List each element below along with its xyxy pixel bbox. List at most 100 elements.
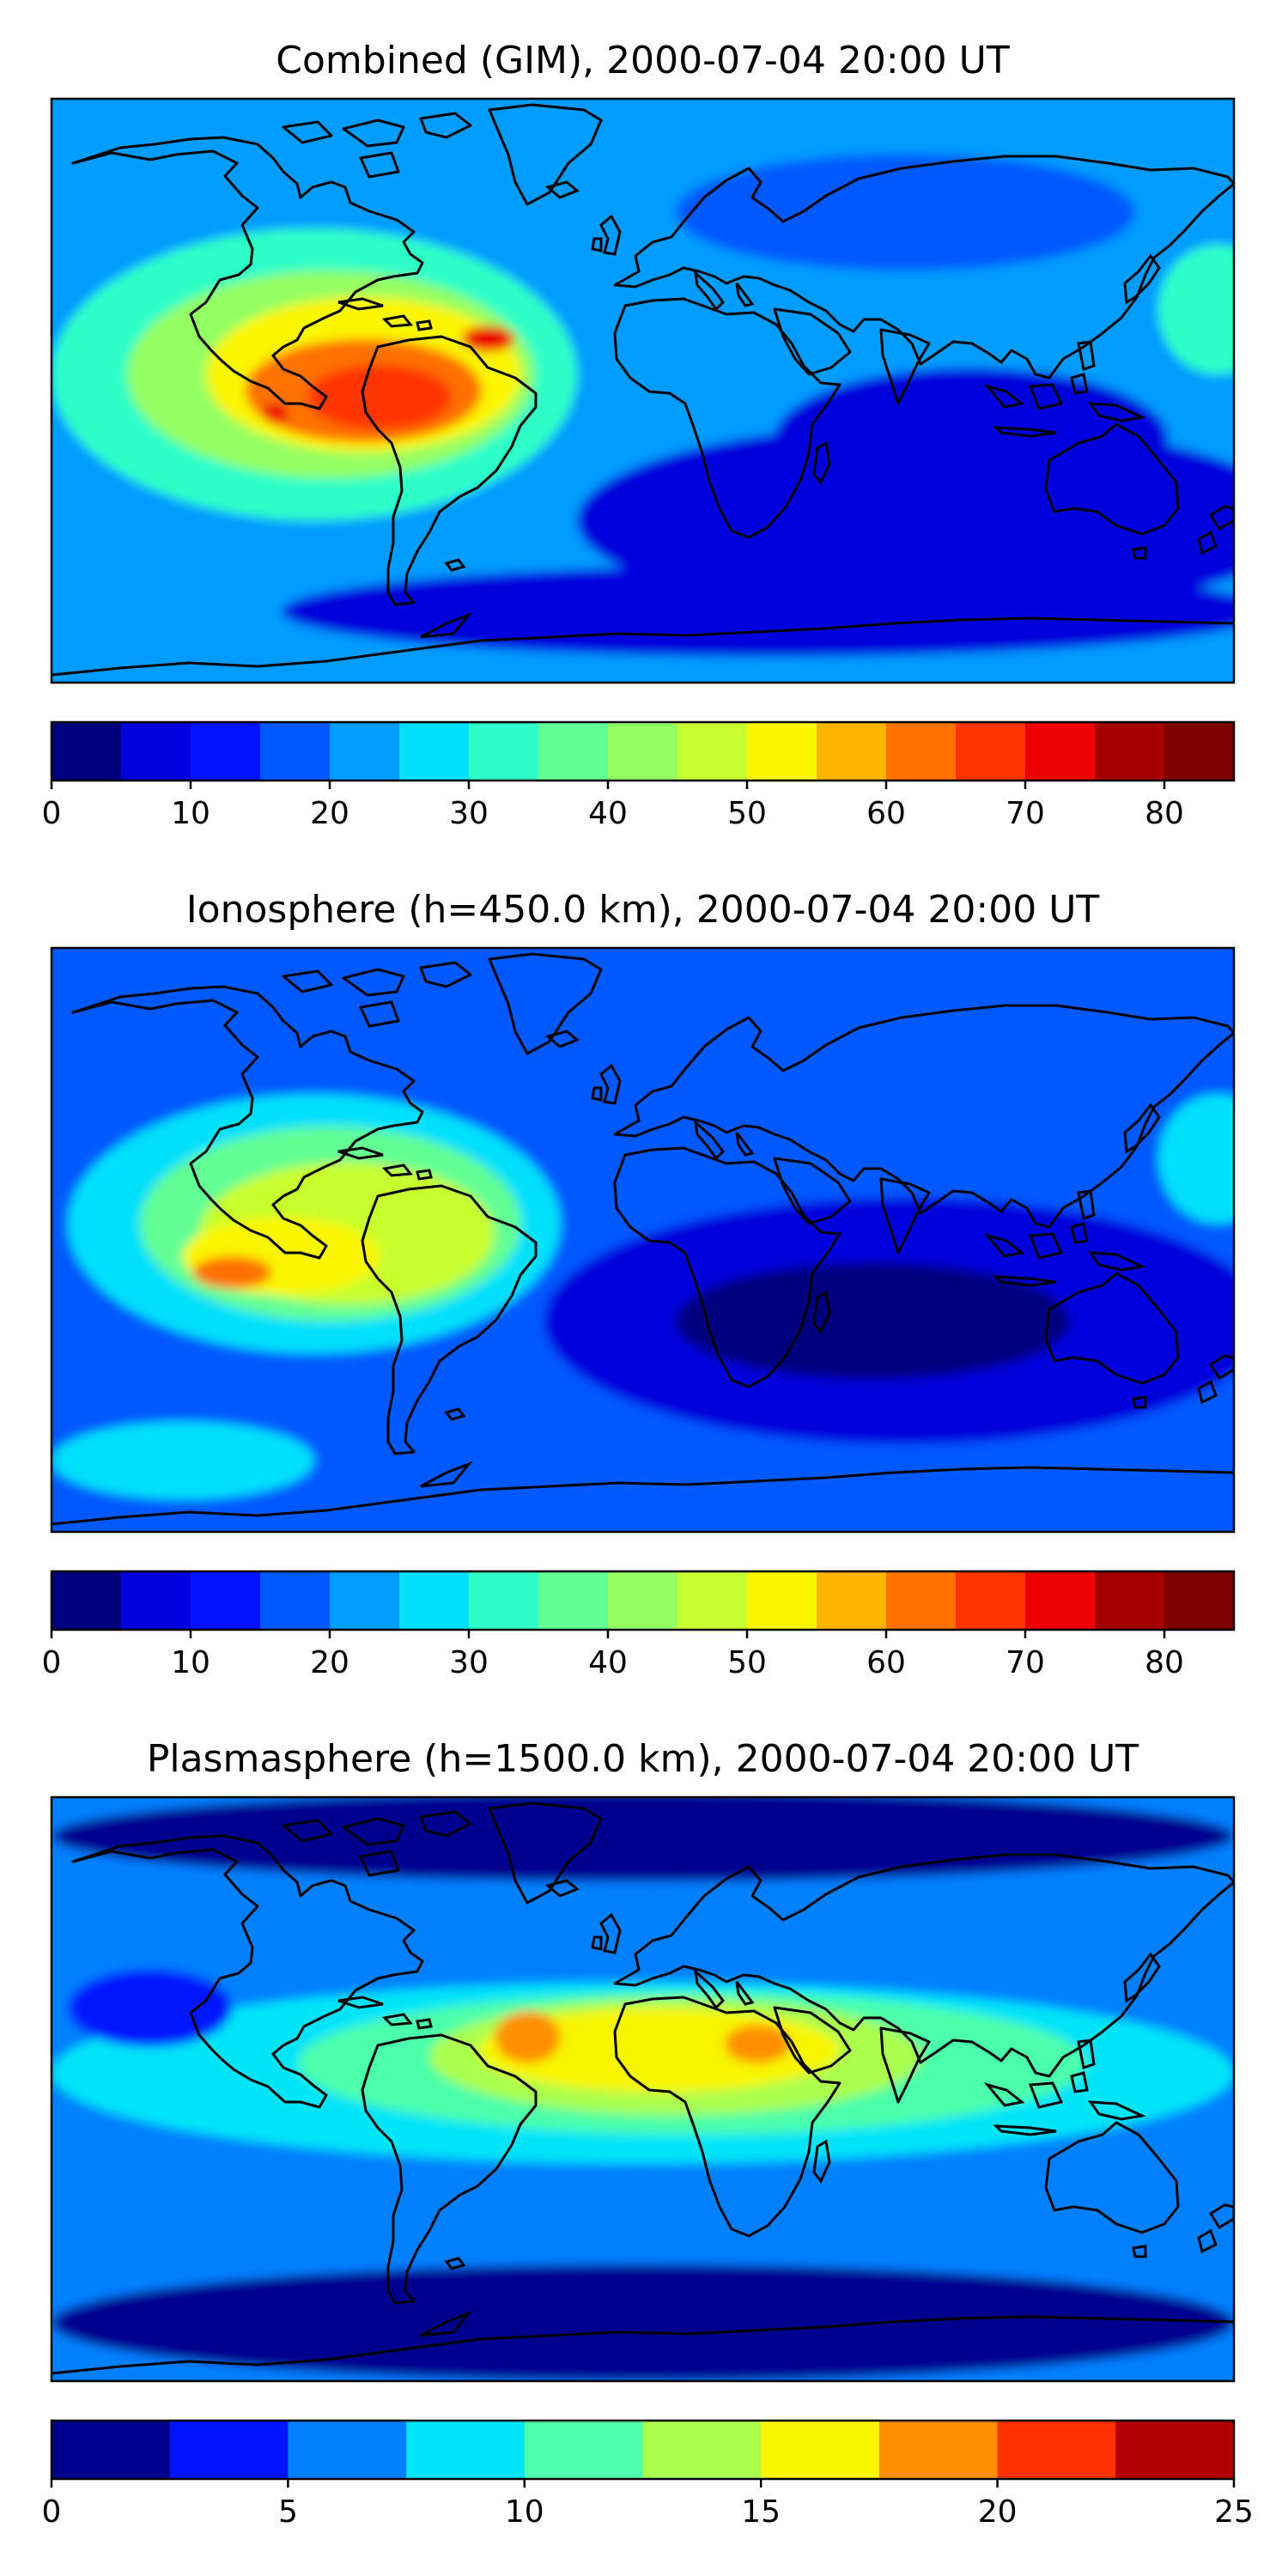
contour-americas-core	[307, 364, 453, 430]
colorbar-segment	[817, 722, 887, 781]
map-frame	[50, 946, 1236, 1534]
colorbar-tick-label: 70	[1005, 796, 1045, 831]
colorbar-segment	[817, 1571, 887, 1630]
colorbar-segment	[406, 2421, 526, 2479]
colorbar-segment	[997, 2421, 1116, 2479]
contour-brazil-spot	[462, 325, 515, 352]
panel-title: Combined (GIM), 2000-07-04 20:00 UT	[276, 39, 1010, 82]
contour-west-pacific	[1158, 245, 1234, 375]
colorbar-tick-label: 20	[310, 1645, 349, 1680]
colorbar-tick-label: 50	[727, 796, 767, 831]
colorbar-segment	[191, 722, 261, 781]
contour-north-asia-low	[675, 154, 1136, 271]
colorbar-segment	[399, 1571, 470, 1630]
tec-field	[52, 948, 1234, 1532]
colorbar-segment	[524, 2421, 644, 2479]
colorbar-segment	[538, 1571, 609, 1630]
colorbar-segment	[52, 2421, 171, 2479]
colorbar-tick-label: 10	[505, 2494, 544, 2530]
colorbar-tick-label: 0	[42, 2494, 62, 2530]
colorbar-segment	[642, 2421, 762, 2479]
panel-2: Ionosphere (h=450.0 km), 2000-07-04 20:0…	[42, 888, 1236, 1680]
panel-title: Ionosphere (h=450.0 km), 2000-07-04 20:0…	[186, 888, 1100, 932]
colorbar-segment	[886, 722, 957, 781]
colorbar-segment	[956, 1571, 1026, 1630]
colorbar-segment	[169, 2421, 289, 2479]
colorbar-segment	[747, 1571, 817, 1630]
contour-north-atlantic	[412, 167, 676, 258]
map-frame	[50, 97, 1236, 684]
colorbar-tick-label: 70	[1005, 1645, 1045, 1680]
map-frame	[50, 1795, 1236, 2383]
colorbar-segment	[1115, 2421, 1235, 2479]
colorbar-segment	[608, 1571, 678, 1630]
panel-title: Plasmasphere (h=1500.0 km), 2000-07-04 2…	[147, 1737, 1139, 1781]
colorbar-tick-label: 10	[171, 1645, 210, 1680]
colorbar-segment	[538, 722, 609, 781]
colorbar-segment	[747, 722, 817, 781]
colorbar-segment	[1025, 722, 1096, 781]
tec-field	[52, 99, 1234, 683]
colorbar-segment	[121, 1571, 191, 1630]
colorbar-segment	[469, 1571, 539, 1630]
colorbar-frame	[50, 720, 1236, 782]
contour-south-pacific	[52, 1421, 314, 1500]
colorbar-tick-label: 30	[449, 796, 489, 831]
colorbar-segment	[1095, 722, 1165, 781]
colorbar-segment	[399, 722, 470, 781]
colorbar-segment	[886, 1571, 957, 1630]
colorbar: 0 10 20 30 40 50 60 70 80	[42, 1570, 1236, 1680]
contour-west-pacific	[1158, 1094, 1234, 1224]
colorbar-tick-label: 40	[588, 796, 628, 831]
contour-deep-low	[675, 1262, 1070, 1380]
colorbar-segment	[878, 2421, 999, 2479]
contour-africa-west-core	[495, 2011, 561, 2063]
colorbar-segment	[191, 1571, 261, 1630]
colorbar-tick-label: 5	[278, 2494, 298, 2530]
contour-asia-low	[741, 1009, 1070, 1114]
colorbar-segment	[1025, 1571, 1096, 1630]
contour-pacific-low	[68, 1969, 233, 2047]
colorbar-tick-label: 40	[588, 1645, 628, 1680]
colorbar-segment	[677, 1571, 748, 1630]
colorbar-segment	[761, 2421, 880, 2479]
colorbar-segment	[121, 722, 191, 781]
colorbar-tick-label: 10	[171, 796, 210, 831]
colorbar-segment	[956, 722, 1026, 781]
contour-pacific-spot	[261, 404, 289, 423]
contour-americas-core	[192, 1255, 272, 1289]
contour-africa-east-core	[725, 2024, 791, 2063]
colorbar-tick-label: 60	[866, 796, 906, 831]
colorbar-segment	[677, 722, 748, 781]
colorbar-segment	[52, 722, 122, 781]
panel-3: Plasmasphere (h=1500.0 km), 2000-07-04 2…	[42, 1737, 1254, 2530]
colorbar-tick-label: 30	[449, 1645, 489, 1680]
colorbar-segment	[330, 722, 400, 781]
colorbar-segment	[608, 722, 678, 781]
contour-north-polar-low	[52, 1797, 1234, 1882]
colorbar-tick-label: 60	[866, 1645, 906, 1680]
colorbar-segment	[260, 722, 331, 781]
colorbar-tick-label: 50	[727, 1645, 767, 1680]
colorbar: 0 5 10 15 20 25	[42, 2419, 1254, 2530]
colorbar-segment	[1164, 722, 1235, 781]
colorbar-tick-label: 20	[978, 2494, 1018, 2530]
colorbar-segment	[330, 1571, 400, 1630]
colorbar-tick-label: 25	[1214, 2494, 1254, 2530]
colorbar-tick-label: 15	[741, 2494, 781, 2530]
colorbar: 0 10 20 30 40 50 60 70 80	[42, 720, 1236, 831]
contour-indian-ocean-low	[774, 368, 1169, 511]
contour-south-polar-low	[52, 2264, 1234, 2381]
colorbar-segment	[1164, 1571, 1235, 1630]
colorbar-segment	[288, 2421, 407, 2479]
colorbar-tick-label: 0	[42, 1645, 62, 1680]
colorbar-tick-label: 80	[1145, 796, 1184, 831]
colorbar-segment	[52, 1571, 122, 1630]
colorbar-frame	[50, 1570, 1236, 1631]
colorbar-tick-label: 0	[42, 796, 62, 831]
tec-field	[52, 1797, 1234, 2381]
panel-1: Combined (GIM), 2000-07-04 20:00 UT 0 10 20…	[42, 39, 1236, 831]
colorbar-segment	[260, 1571, 331, 1630]
colorbar-segment	[1095, 1571, 1165, 1630]
colorbar-tick-label: 20	[310, 796, 349, 831]
